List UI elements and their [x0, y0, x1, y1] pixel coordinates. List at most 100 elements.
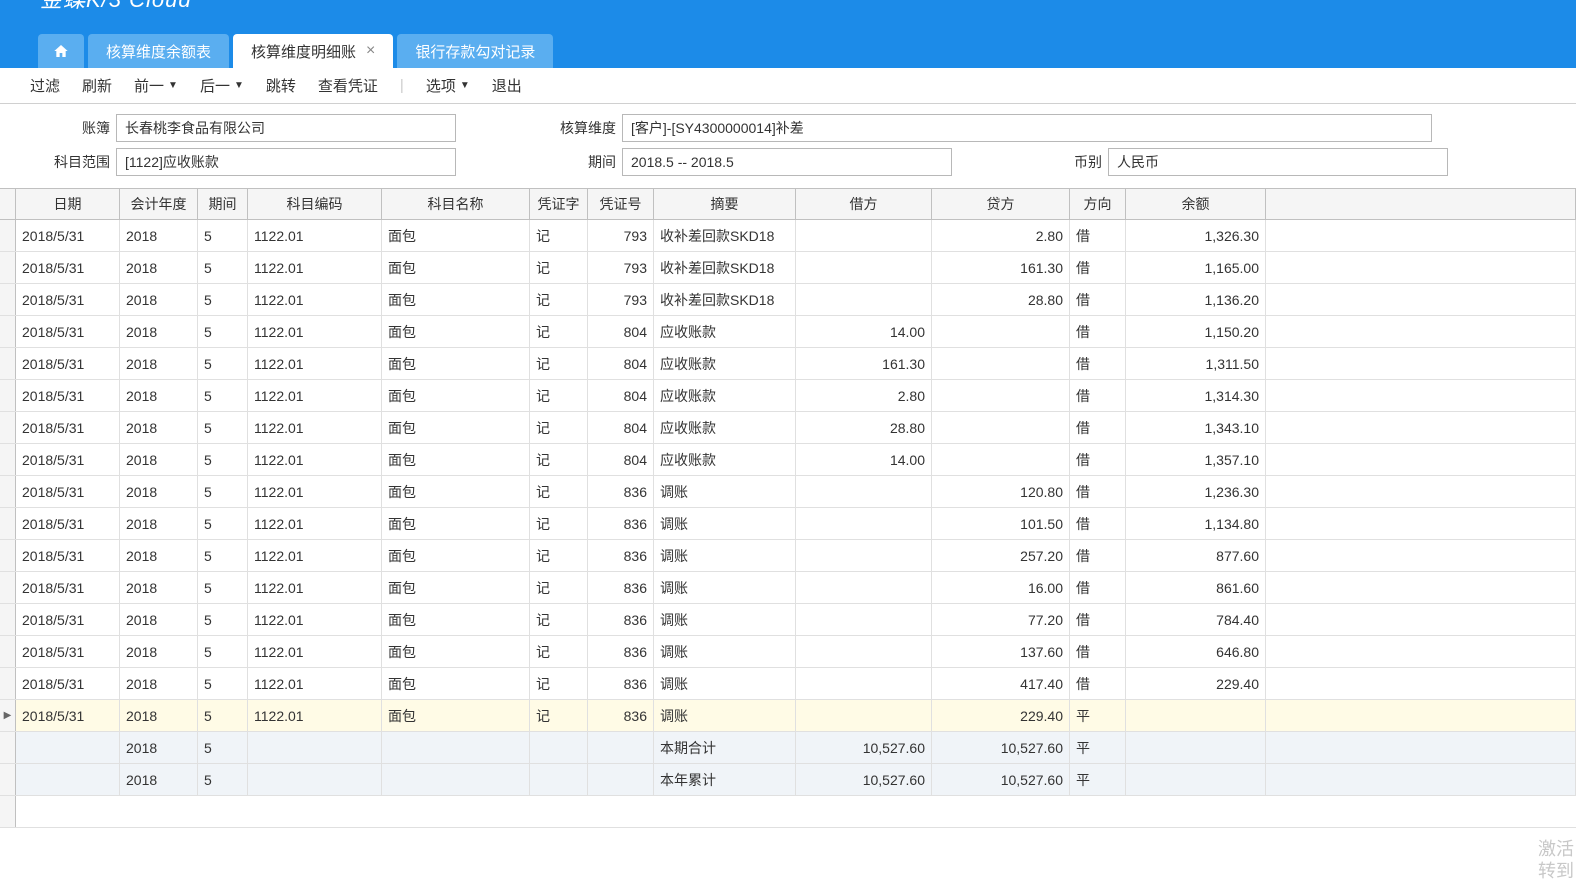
cell-voucher-type: 记 [530, 700, 588, 731]
col-debit[interactable]: 借方 [796, 189, 932, 219]
cell-account-code [248, 732, 382, 763]
account-range-input[interactable] [116, 148, 456, 176]
cell-credit: 137.60 [932, 636, 1070, 667]
col-balance[interactable]: 余额 [1126, 189, 1266, 219]
toolbar-filter[interactable]: 过滤 [30, 75, 60, 96]
book-input[interactable] [116, 114, 456, 142]
cell-period: 5 [198, 220, 248, 251]
cell-voucher-type: 记 [530, 444, 588, 475]
row-indicator [0, 348, 16, 379]
col-account-code[interactable]: 科目编码 [248, 189, 382, 219]
toolbar-prev[interactable]: 前一▼ [134, 75, 178, 96]
cell-date: 2018/5/31 [16, 284, 120, 315]
cell-voucher-no: 804 [588, 380, 654, 411]
tab-home[interactable] [38, 34, 84, 68]
table-row[interactable]: 2018/5/31201851122.01面包记793收补差回款SKD1828.… [0, 284, 1576, 316]
toolbar-jump[interactable]: 跳转 [266, 75, 296, 96]
row-indicator [0, 636, 16, 667]
cell-spacer [1266, 764, 1576, 795]
close-icon[interactable]: × [366, 42, 375, 60]
table-row[interactable]: 2018/5/31201851122.01面包记804应收账款28.80借1,3… [0, 412, 1576, 444]
table-row[interactable]: 20185本年累计10,527.6010,527.60平 [0, 764, 1576, 796]
cell-date: 2018/5/31 [16, 316, 120, 347]
watermark: 激活 转到 [1538, 838, 1574, 882]
col-period[interactable]: 期间 [198, 189, 248, 219]
table-row[interactable]: 20185本期合计10,527.6010,527.60平 [0, 732, 1576, 764]
table-row[interactable]: 2018/5/31201851122.01面包记836调账120.80借1,23… [0, 476, 1576, 508]
tab-detail[interactable]: 核算维度明细账 × [233, 34, 393, 68]
cell-spacer [1266, 476, 1576, 507]
table-row[interactable]: 2018/5/31201851122.01面包记793收补差回款SKD182.8… [0, 220, 1576, 252]
cell-account-code: 1122.01 [248, 700, 382, 731]
currency-input[interactable] [1108, 148, 1448, 176]
col-spacer [1266, 189, 1576, 219]
row-indicator [0, 572, 16, 603]
cell-spacer [1266, 220, 1576, 251]
chevron-down-icon: ▼ [168, 80, 178, 91]
cell-debit: 14.00 [796, 316, 932, 347]
table-row[interactable]: 2018/5/31201851122.01面包记836调账16.00借861.6… [0, 572, 1576, 604]
separator: | [400, 77, 404, 94]
cell-year: 2018 [120, 412, 198, 443]
table-row[interactable]: 2018/5/31201851122.01面包记836调账101.50借1,13… [0, 508, 1576, 540]
col-year[interactable]: 会计年度 [120, 189, 198, 219]
period-input[interactable] [622, 148, 952, 176]
col-summary[interactable]: 摘要 [654, 189, 796, 219]
table-row[interactable]: 2018/5/31201851122.01面包记836调账417.40借229.… [0, 668, 1576, 700]
cell-date: 2018/5/31 [16, 348, 120, 379]
toolbar-options[interactable]: 选项▼ [426, 75, 470, 96]
tab-bank[interactable]: 银行存款勾对记录 [397, 34, 553, 68]
cell-voucher-type: 记 [530, 508, 588, 539]
table-row[interactable]: 2018/5/31201851122.01面包记836调账137.60借646.… [0, 636, 1576, 668]
row-indicator [0, 316, 16, 347]
toolbar-next-label: 后一 [200, 75, 230, 96]
cell-balance: 1,326.30 [1126, 220, 1266, 251]
table-row[interactable]: 2018/5/31201851122.01面包记793收补差回款SKD18161… [0, 252, 1576, 284]
cell-year: 2018 [120, 220, 198, 251]
toolbar-refresh[interactable]: 刷新 [82, 75, 112, 96]
cell-balance: 1,136.20 [1126, 284, 1266, 315]
cell-debit [796, 220, 932, 251]
toolbar-exit[interactable]: 退出 [492, 75, 522, 96]
cell-direction: 平 [1070, 764, 1126, 795]
col-account-name[interactable]: 科目名称 [382, 189, 530, 219]
table-row[interactable]: 2018/5/31201851122.01面包记804应收账款14.00借1,1… [0, 316, 1576, 348]
cell-summary: 本年累计 [654, 764, 796, 795]
cell-voucher-no: 836 [588, 700, 654, 731]
cell-credit: 417.40 [932, 668, 1070, 699]
table-row[interactable]: 2018/5/31201851122.01面包记804应收账款161.30借1,… [0, 348, 1576, 380]
tab-balance[interactable]: 核算维度余额表 [88, 34, 229, 68]
table-row[interactable]: 2018/5/31201851122.01面包记804应收账款2.80借1,31… [0, 380, 1576, 412]
cell-year: 2018 [120, 540, 198, 571]
col-date[interactable]: 日期 [16, 189, 120, 219]
table-row[interactable]: ▶2018/5/31201851122.01面包记836调账229.40平 [0, 700, 1576, 732]
tab-label: 银行存款勾对记录 [415, 41, 535, 62]
cell-direction: 借 [1070, 412, 1126, 443]
cell-year: 2018 [120, 348, 198, 379]
cell-summary: 本期合计 [654, 732, 796, 763]
table-row[interactable]: 2018/5/31201851122.01面包记804应收账款14.00借1,3… [0, 444, 1576, 476]
cell-summary: 应收账款 [654, 316, 796, 347]
cell-debit [796, 604, 932, 635]
cell-account-name: 面包 [382, 444, 530, 475]
account-range-label: 科目范围 [20, 152, 110, 172]
toolbar-view-voucher[interactable]: 查看凭证 [318, 75, 378, 96]
table-row[interactable]: 2018/5/31201851122.01面包记836调账257.20借877.… [0, 540, 1576, 572]
chevron-down-icon: ▼ [234, 80, 244, 91]
toolbar-next[interactable]: 后一 ▼ [200, 75, 244, 96]
cell-direction: 借 [1070, 476, 1126, 507]
col-credit[interactable]: 贷方 [932, 189, 1070, 219]
dimension-input[interactable] [622, 114, 1432, 142]
cell-voucher-type: 记 [530, 316, 588, 347]
cell-credit: 77.20 [932, 604, 1070, 635]
cell-voucher-type: 记 [530, 412, 588, 443]
table-row-empty [0, 796, 1576, 828]
col-direction[interactable]: 方向 [1070, 189, 1126, 219]
cell-year: 2018 [120, 732, 198, 763]
cell-account-code: 1122.01 [248, 348, 382, 379]
cell-credit: 28.80 [932, 284, 1070, 315]
table-row[interactable]: 2018/5/31201851122.01面包记836调账77.20借784.4… [0, 604, 1576, 636]
col-voucher-type[interactable]: 凭证字 [530, 189, 588, 219]
cell-balance: 1,165.00 [1126, 252, 1266, 283]
col-voucher-no[interactable]: 凭证号 [588, 189, 654, 219]
